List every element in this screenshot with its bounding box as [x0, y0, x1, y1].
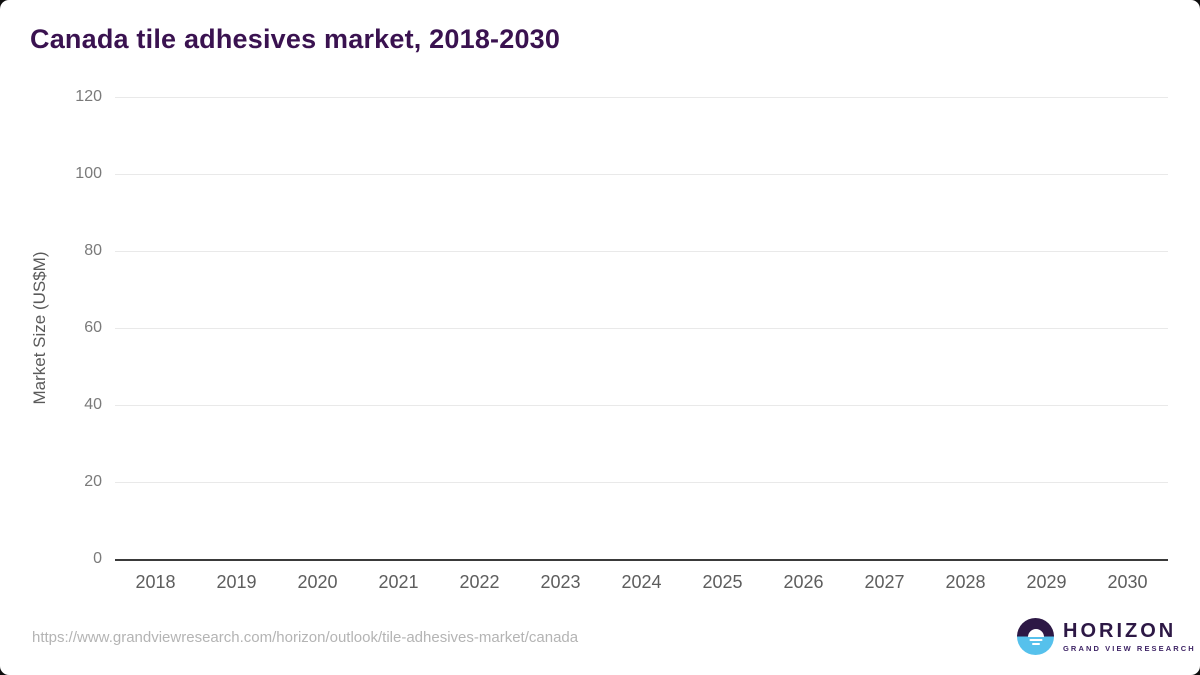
gridline-80: [115, 250, 1168, 252]
x-tick-2030: 2030: [1107, 572, 1148, 592]
logo-brand: HORIZON: [1063, 619, 1177, 642]
x-tick-2021: 2021: [378, 572, 419, 592]
x-tick-2027: 2027: [864, 572, 905, 592]
y-tick-0: 0: [93, 550, 102, 567]
y-tick-60: 60: [84, 319, 102, 336]
plot-area: 2018 2019 2020 2021 2022 2023 2024 2025 2026 2027…: [75, 89, 1168, 592]
chart-title: Canada tile adhesives market, 2018-2030: [30, 24, 561, 54]
x-tick-2018: 2018: [135, 572, 176, 592]
y-tick-100: 100: [75, 164, 102, 182]
y-tick-120: 120: [75, 88, 102, 105]
x-tick-2023: 2023: [540, 572, 581, 592]
y-tick-20: 20: [84, 473, 102, 490]
y-axis-title: Market Size (US$M): [30, 251, 49, 405]
sun-reflection-line: [1029, 638, 1042, 641]
x-tick-2022: 2022: [459, 572, 500, 592]
x-tick-2019: 2019: [216, 572, 257, 592]
horizon-logo[interactable]: HORIZON GRAND VIEW RESEARCH: [1017, 618, 1196, 655]
horizon-sun-icon: [1017, 618, 1054, 655]
gridline-60: [115, 328, 1168, 329]
x-tick-2024: 2024: [621, 572, 662, 592]
logo-text: HORIZON GRAND VIEW RESEARCH: [1063, 621, 1196, 653]
x-tick-2020: 2020: [297, 572, 338, 592]
sun-reflection-line: [1031, 642, 1040, 645]
gridline-100: [115, 173, 1168, 175]
x-tick-2025: 2025: [702, 572, 743, 592]
gridline-120: [115, 97, 1168, 98]
gridline-40: [115, 404, 1168, 406]
x-tick-2028: 2028: [945, 572, 986, 592]
gridline-20: [115, 482, 1168, 483]
y-tick-40: 40: [84, 395, 102, 413]
logo-tagline: GRAND VIEW RESEARCH: [1063, 643, 1196, 653]
x-axis-labels: 2018 2019 2020 2021 2022 2023 2024 2025 2026 2027…: [115, 572, 1168, 593]
source-url: https://www.grandviewresearch.com/horizo…: [32, 629, 579, 646]
x-tick-2029: 2029: [1026, 572, 1067, 592]
sun-glyph: [1027, 628, 1044, 637]
y-tick-80: 80: [84, 241, 102, 259]
x-tick-2026: 2026: [783, 572, 824, 592]
